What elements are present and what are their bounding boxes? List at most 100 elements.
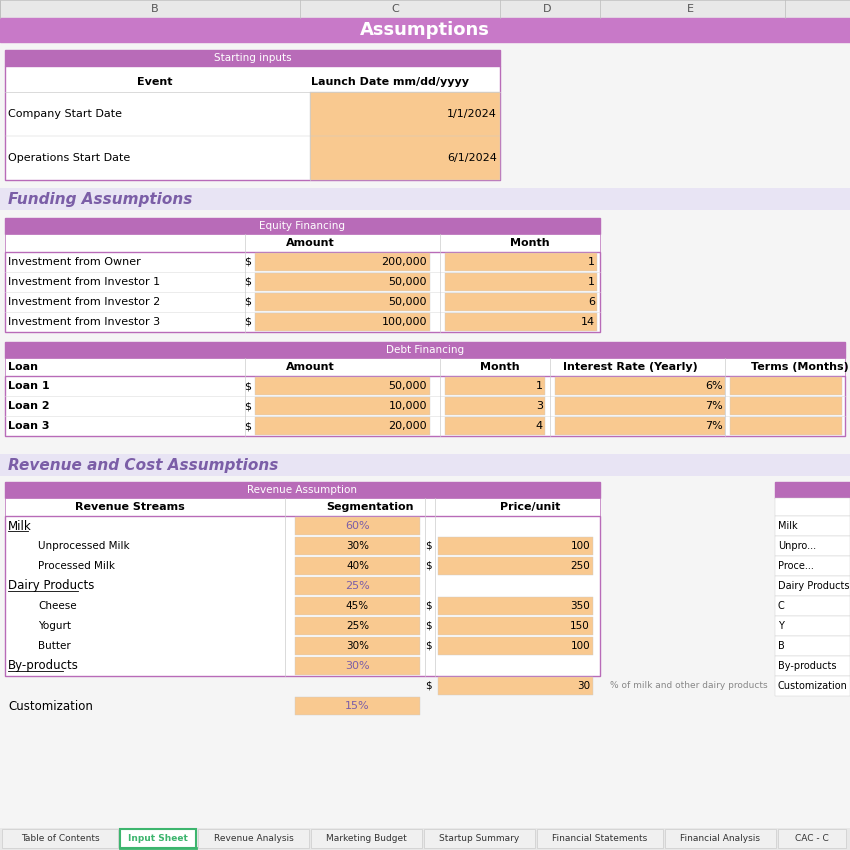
Text: 250: 250 — [570, 561, 590, 571]
Text: E: E — [687, 4, 694, 14]
Text: 20,000: 20,000 — [388, 421, 427, 431]
Bar — [775, 616, 850, 636]
Bar — [438, 537, 593, 555]
Text: 4: 4 — [536, 421, 543, 431]
Text: $: $ — [245, 421, 252, 431]
Bar — [445, 417, 545, 435]
Bar — [295, 637, 420, 655]
Text: $: $ — [425, 641, 431, 651]
Text: $: $ — [245, 381, 252, 391]
Text: 7%: 7% — [706, 421, 723, 431]
Bar — [0, 454, 850, 476]
Text: 25%: 25% — [346, 621, 369, 631]
Text: Financial Statements: Financial Statements — [552, 834, 648, 843]
Bar — [445, 377, 545, 395]
Text: Company Start Date: Company Start Date — [8, 109, 122, 119]
Text: 1: 1 — [588, 257, 595, 267]
Text: Financial Analysis: Financial Analysis — [681, 834, 761, 843]
Text: Month: Month — [510, 238, 550, 248]
Text: Revenue Analysis: Revenue Analysis — [213, 834, 293, 843]
Bar — [295, 557, 420, 575]
Bar — [775, 636, 850, 656]
Text: Loan 2: Loan 2 — [8, 401, 49, 411]
Bar — [310, 92, 500, 180]
Bar — [730, 377, 842, 395]
Text: Loan 3: Loan 3 — [8, 421, 49, 431]
Text: Price/unit: Price/unit — [500, 502, 560, 512]
Text: Terms (Months): Terms (Months) — [751, 362, 849, 372]
Bar — [295, 657, 420, 675]
Bar — [5, 342, 845, 358]
Bar — [295, 597, 420, 615]
Text: By-products: By-products — [8, 660, 79, 672]
Bar — [5, 252, 600, 332]
Text: $: $ — [245, 257, 252, 267]
Text: 40%: 40% — [346, 561, 369, 571]
Text: B: B — [778, 641, 785, 651]
Text: $: $ — [245, 317, 252, 327]
Text: 30%: 30% — [345, 661, 370, 671]
Text: Input Sheet: Input Sheet — [128, 834, 188, 843]
Bar — [778, 829, 846, 848]
Bar — [537, 829, 663, 848]
Text: 30%: 30% — [346, 641, 369, 651]
Text: $: $ — [425, 561, 431, 571]
Text: Loan: Loan — [8, 362, 38, 372]
Bar — [438, 597, 593, 615]
Text: Investment from Investor 1: Investment from Investor 1 — [8, 277, 160, 287]
Text: 50,000: 50,000 — [388, 381, 427, 391]
Text: Milk: Milk — [8, 519, 31, 532]
Text: Dairy Products: Dairy Products — [778, 581, 849, 591]
Bar — [438, 617, 593, 635]
Text: 50,000: 50,000 — [388, 297, 427, 307]
Bar — [775, 676, 850, 696]
Text: 30%: 30% — [346, 541, 369, 551]
Bar — [255, 397, 430, 415]
Text: 10,000: 10,000 — [388, 401, 427, 411]
Text: Unpro...: Unpro... — [778, 541, 816, 551]
Text: Month: Month — [480, 362, 520, 372]
Text: 350: 350 — [570, 601, 590, 611]
Bar — [555, 377, 725, 395]
Text: Investment from Owner: Investment from Owner — [8, 257, 141, 267]
Text: Amount: Amount — [286, 362, 334, 372]
Bar — [0, 828, 850, 850]
Bar — [775, 556, 850, 576]
Text: Investment from Investor 3: Investment from Investor 3 — [8, 317, 160, 327]
Text: 6/1/2024: 6/1/2024 — [447, 153, 497, 163]
Bar — [5, 498, 600, 516]
Text: Milk: Milk — [778, 521, 797, 531]
Bar — [775, 656, 850, 676]
Text: Equity Financing: Equity Financing — [259, 221, 345, 231]
Text: $: $ — [425, 621, 431, 631]
Text: 25%: 25% — [345, 581, 370, 591]
Text: Yogurt: Yogurt — [38, 621, 71, 631]
Text: Amount: Amount — [286, 238, 334, 248]
Text: 50,000: 50,000 — [388, 277, 427, 287]
Text: 14: 14 — [581, 317, 595, 327]
Text: Dairy Products: Dairy Products — [8, 580, 94, 592]
Bar — [255, 417, 430, 435]
Bar — [775, 482, 850, 498]
Bar — [445, 253, 597, 271]
Bar — [445, 397, 545, 415]
Bar — [0, 18, 850, 42]
Text: $: $ — [245, 401, 252, 411]
Text: $: $ — [245, 277, 252, 287]
Bar — [5, 516, 600, 676]
Bar — [295, 577, 420, 595]
Text: Table of Contents: Table of Contents — [20, 834, 99, 843]
Text: Startup Summary: Startup Summary — [439, 834, 519, 843]
Bar — [730, 397, 842, 415]
Text: B: B — [151, 4, 159, 14]
Bar — [255, 273, 430, 291]
Bar — [555, 417, 725, 435]
Text: 60%: 60% — [345, 521, 370, 531]
Bar — [5, 218, 600, 234]
Bar — [120, 829, 196, 848]
Bar — [255, 313, 430, 331]
Bar — [775, 516, 850, 536]
Text: Marketing Budget: Marketing Budget — [326, 834, 407, 843]
Text: 100: 100 — [570, 541, 590, 551]
Text: Customization: Customization — [8, 700, 93, 712]
